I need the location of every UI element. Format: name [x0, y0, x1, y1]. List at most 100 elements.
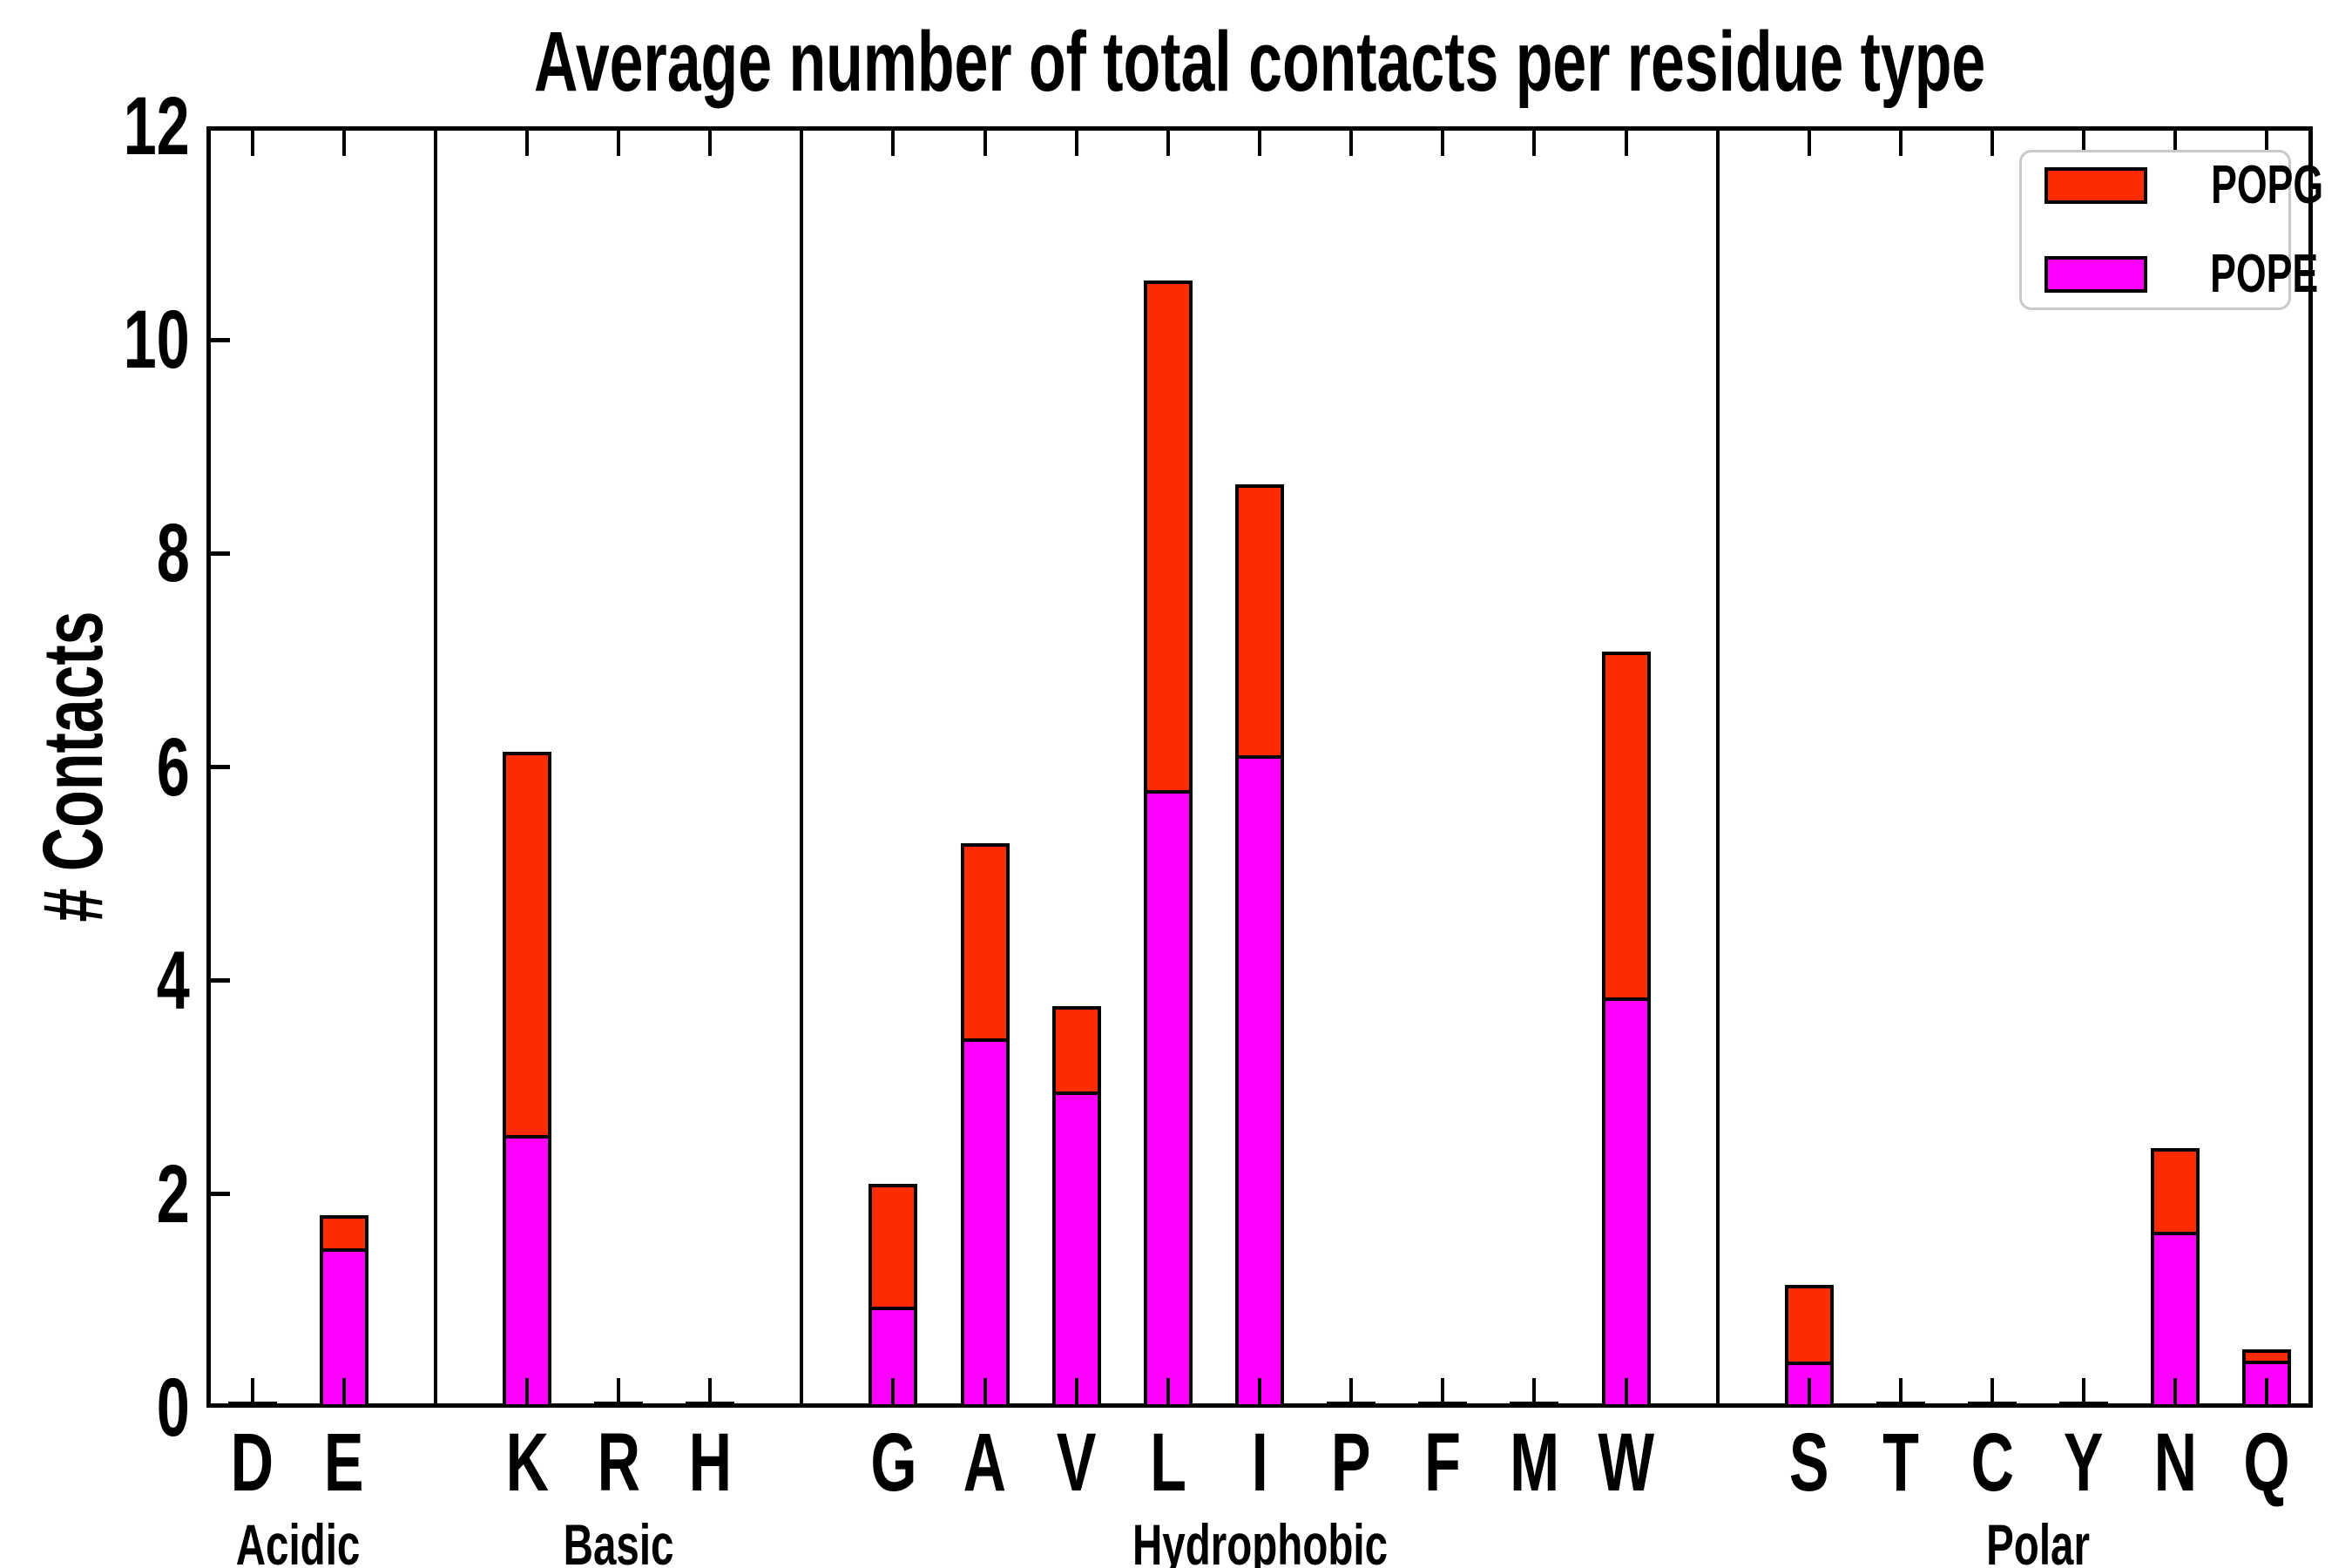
top-tick-C — [1990, 126, 1995, 156]
x-tick-Q — [2265, 1378, 2269, 1408]
x-category-label-text: R — [597, 1416, 640, 1509]
x-tick-L — [1166, 1378, 1170, 1408]
bar-segment-A-POPG — [960, 842, 1010, 1042]
x-category-label-text: A — [963, 1416, 1007, 1509]
x-category-label-C: C — [1923, 1422, 2062, 1504]
bar-segment-S-POPG — [1784, 1285, 1834, 1366]
x-category-label-text: V — [1056, 1416, 1097, 1509]
legend: POPG POPE — [2019, 150, 2323, 310]
x-category-label-text: N — [2153, 1416, 2197, 1509]
x-tick-M — [1532, 1378, 1537, 1408]
x-category-label-text: P — [1331, 1416, 1371, 1509]
y-tick-label-2: 2 — [51, 1152, 190, 1236]
bar-segment-K-POPG — [502, 752, 551, 1139]
group-label-basic: Basic — [401, 1516, 836, 1568]
y-tick-label-8: 8 — [51, 511, 190, 595]
bar-segment-K-POPE — [502, 1135, 551, 1408]
group-label-text: Hydrophobic — [1132, 1512, 1388, 1568]
top-tick-N — [2173, 126, 2178, 156]
x-tick-G — [891, 1378, 896, 1408]
y-tick-label-6: 6 — [51, 726, 190, 809]
x-category-label-S: S — [1740, 1422, 1879, 1504]
y-tick-label-text: 4 — [156, 934, 190, 1027]
y-tick-label-10: 10 — [51, 298, 190, 382]
x-tick-E — [341, 1378, 346, 1408]
x-tick-A — [983, 1378, 987, 1408]
x-tick-D — [250, 1378, 254, 1408]
bar-segment-V-POPE — [1051, 1092, 1101, 1408]
x-tick-H — [708, 1378, 713, 1408]
y-tick-label-text: 6 — [156, 720, 190, 814]
x-category-label-L: L — [1098, 1422, 1238, 1504]
x-category-label-text: F — [1424, 1416, 1462, 1509]
y-tick-2 — [206, 1192, 230, 1197]
x-category-label-T: T — [1831, 1422, 1970, 1504]
bar-segment-E-POPG — [319, 1215, 368, 1253]
top-tick-G — [891, 126, 896, 156]
y-tick-label-4: 4 — [51, 939, 190, 1023]
top-tick-A — [983, 126, 987, 156]
x-tick-T — [1898, 1378, 1903, 1408]
group-label-hydrophobic: Hydrophobic — [1042, 1516, 1477, 1568]
y-tick-label-text: 8 — [156, 507, 190, 600]
group-separator — [433, 126, 437, 1408]
x-category-label-A: A — [916, 1422, 1055, 1504]
y-tick-10 — [206, 337, 230, 342]
x-category-label-N: N — [2105, 1422, 2245, 1504]
group-separator — [1715, 126, 1720, 1408]
x-category-label-R: R — [549, 1422, 688, 1504]
x-tick-F — [1441, 1378, 1445, 1408]
x-tick-V — [1074, 1378, 1078, 1408]
x-category-label-W: W — [1557, 1422, 1696, 1504]
x-category-label-text: D — [230, 1416, 274, 1509]
x-tick-I — [1258, 1378, 1261, 1408]
legend-swatch-popg — [2044, 167, 2147, 204]
group-label-text: Polar — [1986, 1512, 2091, 1568]
legend-swatch-pope — [2044, 256, 2147, 293]
top-tick-Y — [2082, 126, 2086, 156]
chart-title: Average number of total contacts per res… — [206, 14, 2313, 109]
chart-title-text: Average number of total contacts per res… — [533, 14, 1986, 109]
bar-segment-W-POPE — [1601, 997, 1651, 1408]
x-category-label-H: H — [640, 1422, 780, 1504]
top-tick-S — [1807, 126, 1811, 156]
x-category-label-text: Q — [2243, 1416, 2291, 1509]
top-tick-P — [1349, 126, 1354, 156]
group-label-acidic: Acidic — [80, 1516, 516, 1568]
legend-item-popg: POPG — [2044, 159, 2323, 213]
x-category-label-text: L — [1149, 1416, 1186, 1509]
x-tick-P — [1349, 1378, 1354, 1408]
top-tick-W — [1624, 126, 1628, 156]
top-tick-H — [708, 126, 713, 156]
top-tick-F — [1441, 126, 1445, 156]
legend-item-pope: POPE — [2044, 247, 2318, 301]
x-category-label-text: G — [869, 1416, 917, 1509]
top-tick-V — [1074, 126, 1078, 156]
x-category-label-text: E — [323, 1416, 364, 1509]
bar-segment-W-POPG — [1601, 652, 1651, 1002]
bar-segment-G-POPG — [868, 1183, 918, 1310]
x-category-label-text: H — [688, 1416, 732, 1509]
x-category-label-text: W — [1598, 1416, 1654, 1509]
top-tick-T — [1898, 126, 1903, 156]
legend-label-popg: POPG — [2211, 155, 2324, 215]
x-category-label-D: D — [183, 1422, 322, 1504]
y-tick-6 — [206, 765, 230, 769]
x-category-label-text: M — [1509, 1416, 1559, 1509]
bar-segment-V-POPG — [1051, 1006, 1101, 1096]
x-category-label-G: G — [823, 1422, 963, 1504]
x-category-label-E: E — [274, 1422, 414, 1504]
top-tick-M — [1532, 126, 1537, 156]
group-label-text: Basic — [563, 1512, 674, 1568]
y-tick-label-12: 12 — [51, 84, 190, 168]
y-tick-4 — [206, 978, 230, 983]
top-tick-K — [524, 126, 529, 156]
bar-segment-N-POPG — [2151, 1148, 2200, 1235]
x-tick-R — [617, 1378, 621, 1408]
plot-area — [206, 126, 2313, 1408]
top-tick-R — [617, 126, 621, 156]
x-category-label-V: V — [1007, 1422, 1146, 1504]
y-tick-label-text: 12 — [123, 80, 190, 172]
x-category-label-text: I — [1251, 1416, 1268, 1509]
